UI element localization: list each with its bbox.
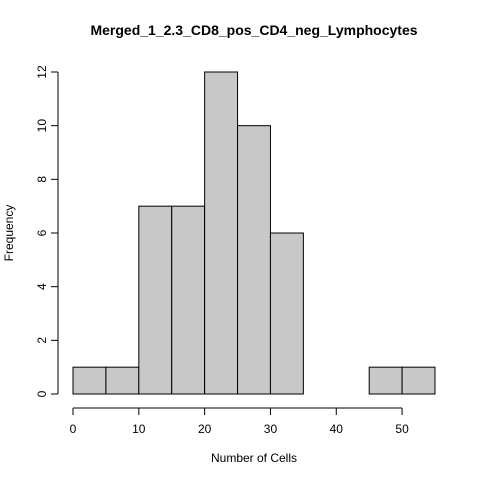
x-tick-label: 20 <box>198 422 212 436</box>
histogram-bar <box>138 205 173 395</box>
histogram-bar <box>368 366 403 395</box>
y-tick-label: 0 <box>35 390 49 397</box>
histogram-bar <box>401 366 436 395</box>
x-tick-label: 40 <box>330 422 344 436</box>
x-axis-label: Number of Cells <box>211 451 297 465</box>
histogram-bar <box>105 366 140 395</box>
histogram-bar <box>72 366 107 395</box>
x-axis: 0 10 20 30 40 50 <box>70 407 409 436</box>
y-axis: 0 2 4 6 8 10 12 <box>35 65 59 397</box>
x-tick-label: 0 <box>70 422 77 436</box>
x-tick-label: 10 <box>132 422 146 436</box>
y-axis-label: Frequency <box>2 205 16 262</box>
y-tick-label: 2 <box>35 337 49 344</box>
histogram-bar <box>204 71 239 395</box>
histogram-bars <box>72 71 436 395</box>
y-tick-label: 10 <box>35 119 49 133</box>
y-tick-label: 12 <box>35 65 49 79</box>
histogram-bar <box>171 205 206 395</box>
x-tick-label: 30 <box>264 422 278 436</box>
histogram-bar <box>269 232 304 395</box>
x-tick-label: 50 <box>395 422 409 436</box>
y-tick-label: 8 <box>35 176 49 183</box>
y-tick-label: 6 <box>35 229 49 236</box>
y-tick-label: 4 <box>35 283 49 290</box>
chart-title: Merged_1_2.3_CD8_pos_CD4_neg_Lymphocytes <box>90 22 417 38</box>
histogram-bar <box>237 125 271 395</box>
